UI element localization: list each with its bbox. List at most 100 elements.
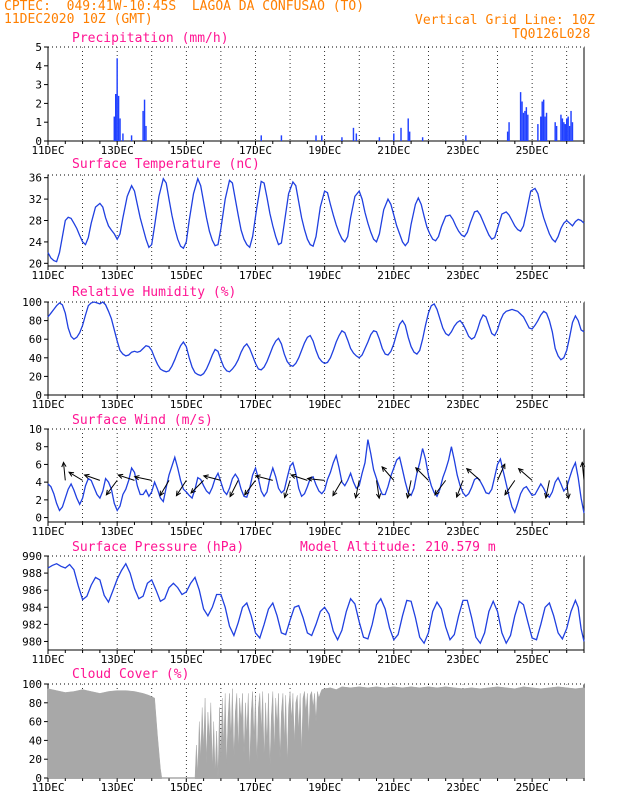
temp-x-label: 23DEC (446, 269, 479, 282)
wind-y-label: 6 (35, 458, 42, 471)
precip-y-label: 3 (35, 79, 42, 92)
wind-arrow (497, 463, 506, 481)
precip-bar (352, 127, 355, 141)
wind-arrow (415, 467, 429, 481)
temp-y-label: 24 (29, 236, 43, 249)
wind-arrow (456, 480, 464, 498)
precip-x-label: 23DEC (446, 144, 479, 157)
precip-bar (315, 135, 317, 141)
temp-y-label: 28 (29, 215, 42, 228)
rh-x-label: 13DEC (101, 398, 134, 411)
wind-arrow (504, 480, 516, 496)
rh-x-label: 11DEC (31, 398, 64, 411)
wind-arrow (62, 462, 66, 481)
wind-y-label: 0 (35, 512, 42, 525)
precip-x-label: 21DEC (377, 144, 410, 157)
precip-bar (563, 122, 565, 141)
wind-arrow-head (306, 476, 313, 482)
wind-y-label: 2 (35, 494, 42, 507)
wind-arrow (203, 475, 222, 481)
pressure-x-label: 13DEC (101, 653, 134, 666)
precip-bar (555, 125, 558, 141)
wind-arrow (118, 474, 135, 481)
precip-bar (506, 131, 509, 141)
rh-y-label: 40 (29, 352, 42, 365)
rh-x-label: 15DEC (170, 398, 203, 411)
wind-arrow (566, 480, 570, 499)
wind-arrow-head (68, 471, 75, 477)
wind-series-line (47, 439, 585, 514)
pressure-y-label: 980 (22, 635, 42, 648)
precip-bar (260, 135, 262, 141)
precip-bar (341, 137, 343, 141)
precip-title: Precipitation (mm/h) (72, 31, 229, 46)
pressure-x-label: 17DEC (239, 653, 272, 666)
cloud-y-label: 80 (29, 697, 42, 710)
precip-bar (561, 118, 564, 141)
precip-bar (143, 99, 146, 141)
precip-y-label: 0 (35, 135, 42, 148)
rh-y-label: 60 (29, 333, 42, 346)
pressure-panel (44, 555, 585, 654)
precip-bar (567, 116, 569, 141)
precip-bar (115, 94, 117, 141)
precip-bar (524, 110, 526, 141)
precip-bar (407, 118, 409, 141)
cloud-y-label: 20 (29, 753, 42, 766)
cloud-x-label: 17DEC (239, 781, 272, 794)
precip-bar (122, 133, 124, 141)
wind-arrow (407, 480, 412, 498)
precip-bar (522, 112, 525, 141)
wind-arrow-head (500, 463, 506, 470)
cloud-area (47, 686, 585, 779)
header-grid-note: Vertical Grid Line: 10Z (415, 13, 596, 28)
precip-x-label: 19DEC (308, 144, 341, 157)
pressure-y-label: 984 (22, 601, 42, 614)
wind-arrow (290, 474, 308, 481)
temp-panel (44, 174, 585, 270)
precip-bar (465, 135, 467, 141)
precip-bar (378, 137, 381, 141)
wind-arrow-head (580, 461, 586, 468)
precip-x-label: 15DEC (170, 144, 203, 157)
wind-arrow (545, 480, 550, 498)
pressure-x-label: 23DEC (446, 653, 479, 666)
precip-bar (113, 116, 115, 141)
wind-arrow-head (175, 490, 181, 497)
wind-arrow-head (83, 473, 90, 479)
precip-x-label: 11DEC (31, 144, 64, 157)
wind-arrow (466, 468, 481, 481)
wind-x-label: 17DEC (239, 525, 272, 538)
rh-y-label: 0 (35, 389, 42, 402)
wind-arrow-head (375, 493, 382, 500)
precip-bar (541, 101, 543, 141)
precip-bar (521, 101, 523, 141)
cloud-panel (44, 683, 585, 782)
precip-y-label: 4 (35, 60, 42, 73)
header-datetime: 11DEC2020 10Z (GMT) (4, 12, 153, 27)
wind-arrow-head (159, 490, 165, 497)
temp-x-label: 19DEC (308, 269, 341, 282)
precip-bar (116, 58, 118, 141)
precip-bar (355, 133, 358, 141)
wind-arrow (176, 480, 187, 496)
wind-x-label: 13DEC (101, 525, 134, 538)
wind-arrow (68, 471, 83, 481)
cloud-x-label: 23DEC (446, 781, 479, 794)
wind-y-label: 10 (29, 423, 42, 436)
cloud-x-label: 15DEC (170, 781, 203, 794)
rh-series-line (47, 301, 585, 377)
header-code: TQ0126L028 (512, 27, 591, 42)
wind-arrow (381, 466, 395, 481)
cloud-title: Cloud Cover (%) (72, 667, 189, 682)
precip-bar (117, 95, 120, 141)
precip-bar (421, 137, 424, 141)
wind-arrow (84, 474, 101, 481)
precip-x-label: 13DEC (101, 144, 134, 157)
wind-panel (44, 428, 586, 526)
wind-arrow (244, 480, 256, 496)
wind-arrow (229, 480, 239, 497)
temp-frame (47, 174, 585, 267)
temp-x-label: 11DEC (31, 269, 64, 282)
rh-y-label: 100 (22, 296, 42, 309)
